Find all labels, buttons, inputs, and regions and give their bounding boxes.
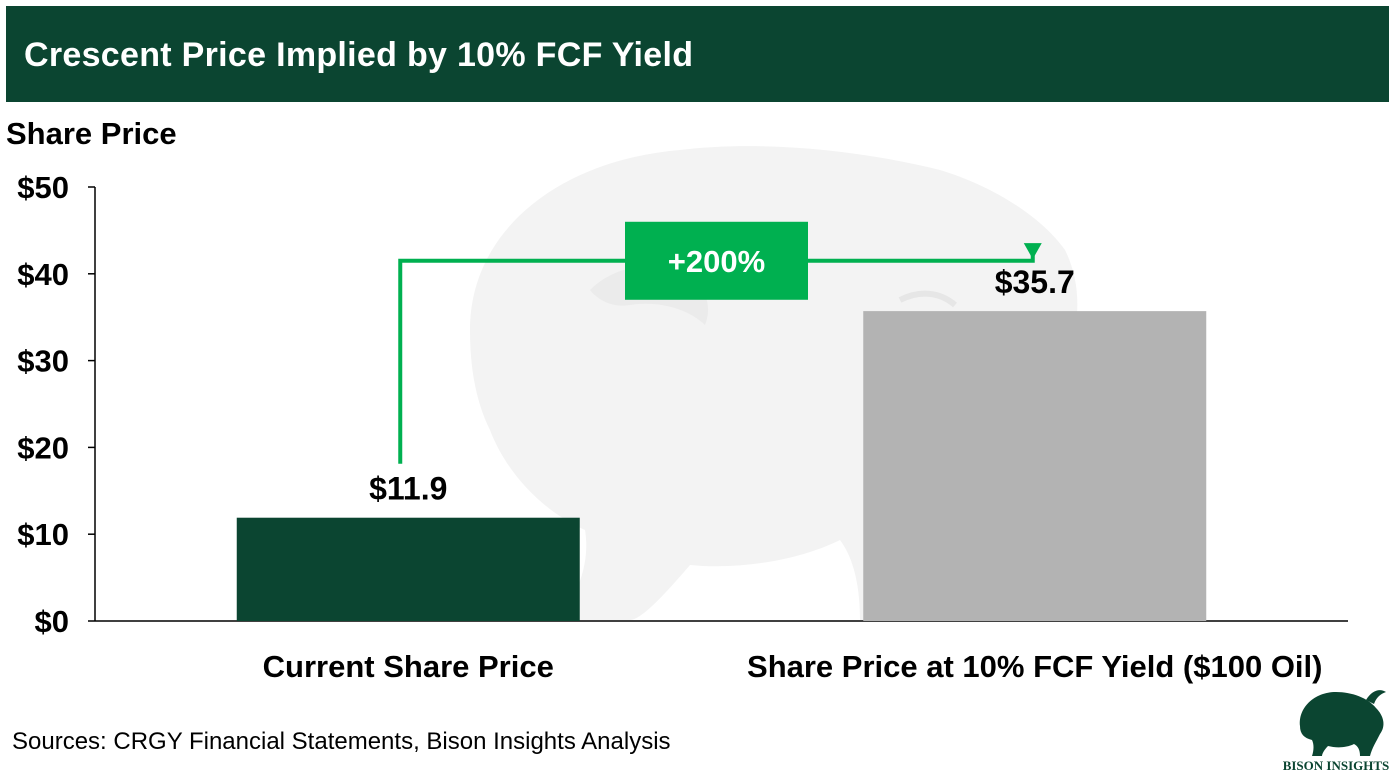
growth-badge-text: +200% xyxy=(668,244,765,279)
y-tick-label: $40 xyxy=(17,257,69,292)
bison-insights-logo: BISON INSIGHTS xyxy=(1280,682,1392,776)
growth-annotation: +200% xyxy=(398,221,1042,464)
y-tick-label: $10 xyxy=(17,517,69,552)
source-note: Sources: CRGY Financial Statements, Biso… xyxy=(12,728,671,755)
y-tick-label: $50 xyxy=(17,170,69,205)
y-tick-label: $30 xyxy=(17,344,69,379)
bison-icon xyxy=(1299,690,1386,756)
growth-badge xyxy=(625,221,808,300)
bar xyxy=(863,311,1207,621)
bar-value-label: $35.7 xyxy=(995,264,1075,300)
category-label: Share Price at 10% FCF Yield ($100 Oil) xyxy=(747,649,1322,684)
title-bar: Crescent Price Implied by 10% FCF Yield xyxy=(6,6,1389,102)
category-label: Current Share Price xyxy=(263,649,554,684)
y-axis-label: Share Price xyxy=(6,116,177,151)
logo-text: BISON INSIGHTS xyxy=(1282,758,1390,773)
bar-value-label: $11.9 xyxy=(369,471,447,507)
y-tick-label: $20 xyxy=(17,430,69,465)
chart-title: Crescent Price Implied by 10% FCF Yield xyxy=(24,36,694,74)
arrow-down-icon xyxy=(1023,243,1042,260)
bar xyxy=(236,517,580,621)
y-tick-label: $0 xyxy=(35,604,69,639)
